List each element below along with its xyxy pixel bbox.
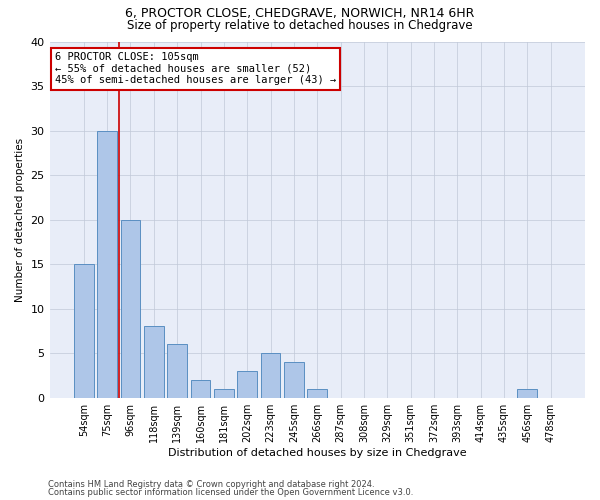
Bar (214, 389, 234, 398)
Text: 6, PROCTOR CLOSE, CHEDGRAVE, NORWICH, NR14 6HR: 6, PROCTOR CLOSE, CHEDGRAVE, NORWICH, NR… (125, 8, 475, 20)
Bar (144, 326, 164, 398)
Bar (97, 130, 117, 398)
Text: Size of property relative to detached houses in Chedgrave: Size of property relative to detached ho… (127, 18, 473, 32)
Y-axis label: Number of detached properties: Number of detached properties (15, 138, 25, 302)
Bar (121, 220, 140, 398)
Bar (284, 362, 304, 398)
Bar (238, 371, 257, 398)
Bar (167, 344, 187, 398)
Bar (517, 389, 538, 398)
Text: Contains public sector information licensed under the Open Government Licence v3: Contains public sector information licen… (48, 488, 413, 497)
Text: 6 PROCTOR CLOSE: 105sqm
← 55% of detached houses are smaller (52)
45% of semi-de: 6 PROCTOR CLOSE: 105sqm ← 55% of detache… (55, 52, 336, 86)
Bar (74, 264, 94, 398)
Text: Contains HM Land Registry data © Crown copyright and database right 2024.: Contains HM Land Registry data © Crown c… (48, 480, 374, 489)
Bar (260, 353, 280, 398)
X-axis label: Distribution of detached houses by size in Chedgrave: Distribution of detached houses by size … (168, 448, 467, 458)
Bar (307, 389, 327, 398)
Bar (191, 380, 211, 398)
